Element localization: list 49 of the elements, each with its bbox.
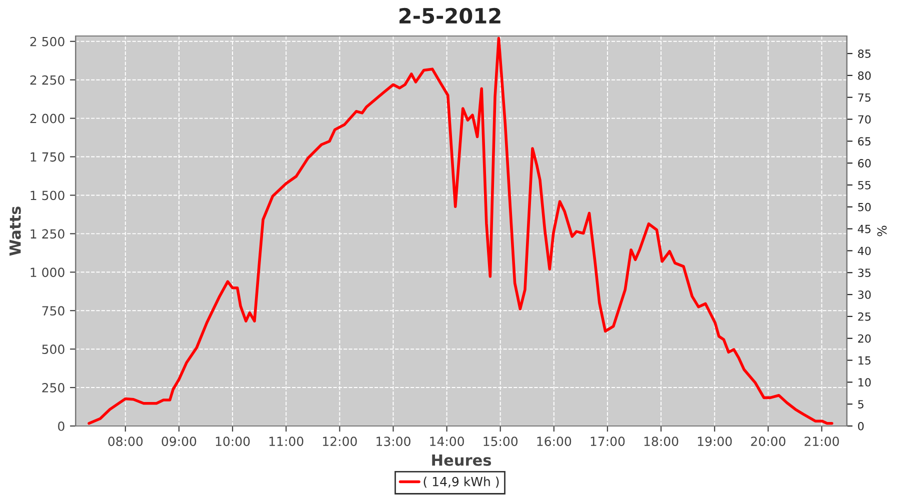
- y2-tick-label: 15: [858, 356, 870, 365]
- y-tick-label: 250: [42, 383, 64, 392]
- y2-tick-label: 55: [858, 181, 870, 190]
- y2-tick-label: 80: [858, 71, 871, 80]
- x-tick-label: 08:00: [108, 436, 143, 446]
- y-tick-label: 500: [42, 344, 64, 354]
- y2-tick-label: 0: [858, 422, 864, 430]
- y2-axis-title: %: [877, 226, 887, 236]
- y2-tick-label: 10: [858, 378, 871, 387]
- y2-tick-label: 75: [858, 93, 870, 102]
- x-tick-label: 15:00: [484, 436, 518, 446]
- y-tick-label: 2 000: [30, 114, 64, 124]
- x-tick-label: 17:00: [590, 436, 625, 446]
- y2-tick-label: 50: [858, 202, 871, 212]
- y2-tick-label: 45: [858, 224, 870, 234]
- y-tick-label: 1 750: [30, 152, 64, 162]
- y-tick-label: 1 500: [30, 190, 64, 200]
- x-tick-label: 10:00: [216, 436, 250, 446]
- x-axis-title: Heures: [432, 454, 492, 466]
- x-tick-label: 19:00: [698, 436, 732, 446]
- y-tick-label: 1 250: [30, 229, 64, 239]
- x-tick-label: 09:00: [162, 436, 196, 446]
- y2-tick-label: 40: [858, 246, 871, 256]
- line-series: [88, 36, 834, 425]
- y2-tick-label: 20: [858, 334, 871, 343]
- x-tick-label: 16:00: [537, 436, 572, 446]
- x-tick-label: 13:00: [376, 436, 410, 446]
- y-tick-label: 0: [58, 421, 64, 431]
- y-tick-label: 2 500: [30, 36, 64, 46]
- y-tick-label: 1 000: [30, 268, 64, 278]
- x-tick-label: 18:00: [644, 436, 678, 446]
- legend-label: ( 14,9 kWh ): [424, 476, 499, 488]
- chart-title: 2-5-2012: [400, 8, 500, 24]
- y2-tick-label: 60: [858, 159, 871, 168]
- x-tick-label: 20:00: [751, 436, 786, 446]
- x-tick-label: 11:00: [269, 436, 304, 446]
- y-axis-title: Watts: [10, 206, 21, 256]
- x-tick-label: 14:00: [430, 436, 464, 446]
- y2-tick-label: 35: [858, 268, 870, 278]
- y2-tick-label: 5: [858, 400, 864, 408]
- y-tick-label: 2 250: [30, 75, 64, 85]
- x-tick-label: 21:00: [804, 436, 839, 446]
- y2-tick-label: 85: [858, 50, 870, 58]
- y-tick-label: 750: [42, 306, 64, 316]
- y2-tick-label: 70: [858, 115, 871, 124]
- x-tick-label: 12:00: [323, 436, 357, 446]
- y2-tick-label: 30: [858, 290, 871, 299]
- y2-tick-label: 65: [858, 137, 870, 146]
- y2-tick-label: 25: [858, 312, 870, 321]
